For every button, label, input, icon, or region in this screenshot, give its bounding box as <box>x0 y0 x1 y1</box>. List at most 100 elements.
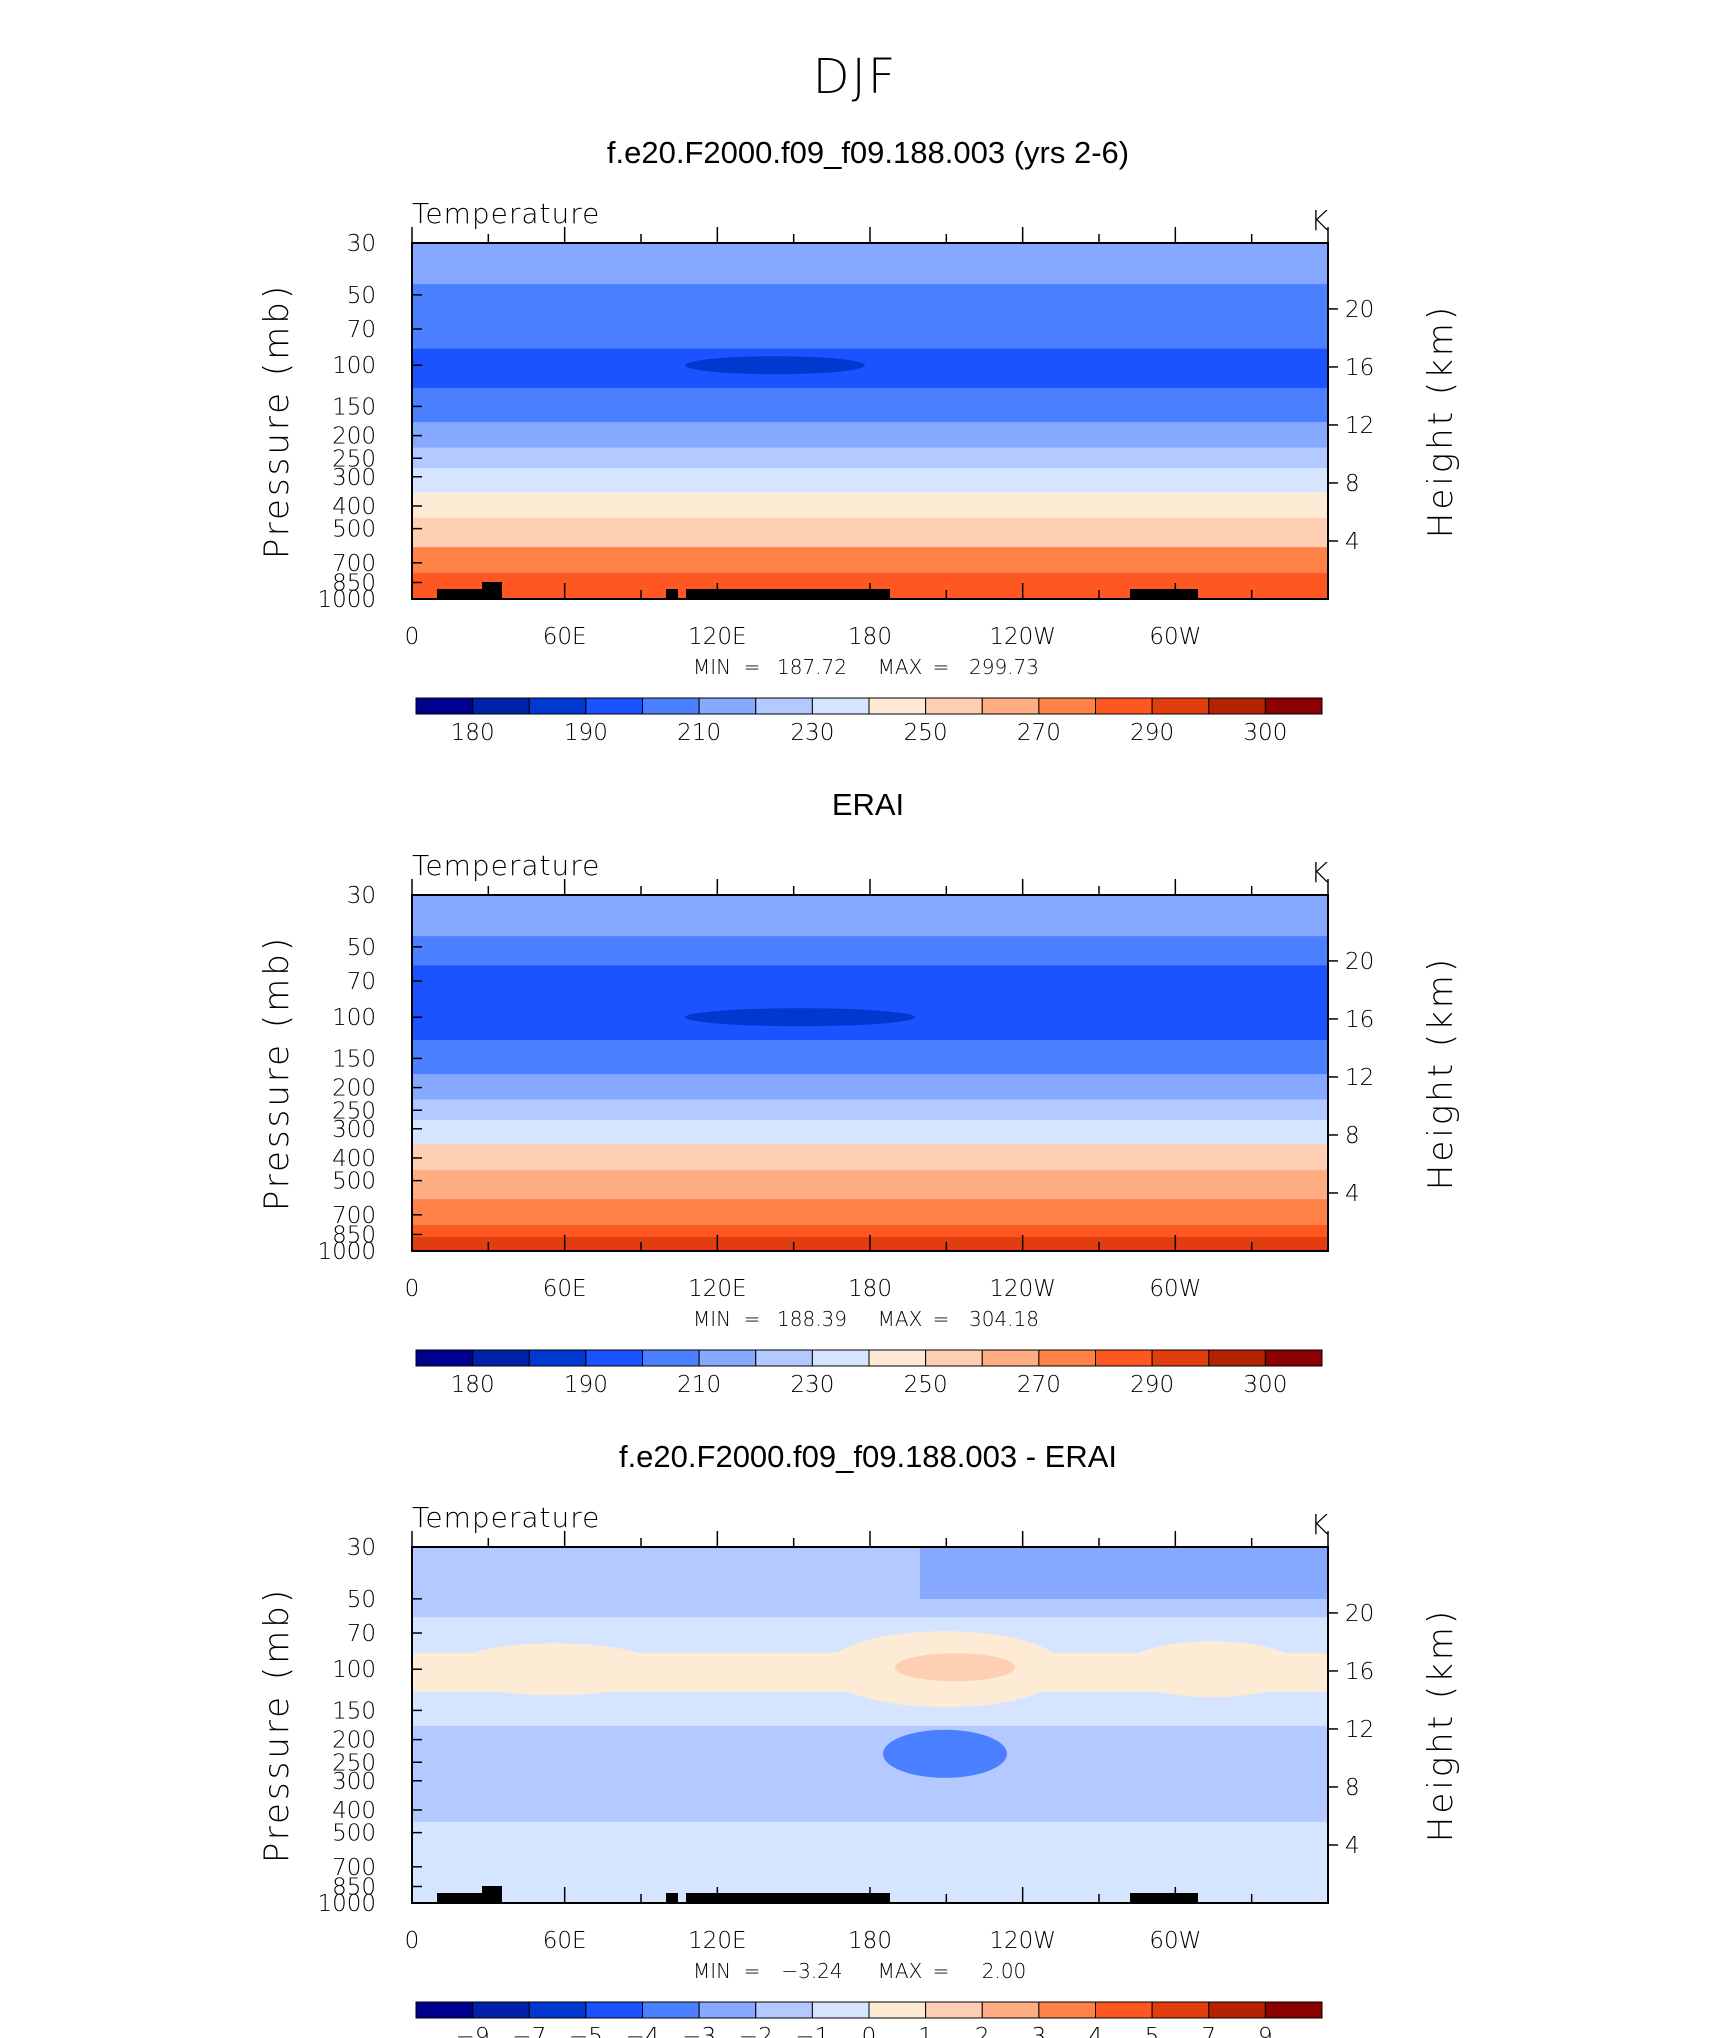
stat-equals: = <box>744 1307 761 1331</box>
y-tick-label: 1000 <box>317 1891 376 1917</box>
contour-band <box>412 447 1328 469</box>
cold-tropopause-core <box>685 1008 915 1027</box>
colorbar-swatch <box>642 697 700 715</box>
x-tick-label: 60E <box>543 1276 587 1302</box>
y-tick-label: 500 <box>332 517 376 543</box>
colorbar-label: 190 <box>564 1372 608 1398</box>
colorbar-swatch <box>585 1349 643 1367</box>
y2-axis-title: Height (km) <box>1421 956 1461 1190</box>
y-tick-label: 250 <box>332 446 376 472</box>
colorbar-swatch <box>528 697 587 715</box>
colorbar-swatch <box>1264 697 1323 715</box>
topography <box>482 1886 502 1903</box>
contour-band <box>412 1851 1328 1879</box>
topography <box>1130 589 1198 599</box>
stat-min-value: 187.72 <box>777 655 847 679</box>
y-tick-label: 850 <box>332 1875 376 1901</box>
colorbar-swatch <box>1095 2001 1153 2019</box>
colorbar-swatch <box>1038 697 1096 715</box>
contour-band <box>412 965 1328 1002</box>
y-tick-label: 700 <box>332 1203 376 1229</box>
colorbar-swatch <box>585 2001 643 2019</box>
contour-band <box>412 1877 1328 1897</box>
contour-band <box>412 1821 1328 1853</box>
y2-tick-label: 8 <box>1345 1775 1360 1801</box>
y-tick-label: 400 <box>332 1798 376 1824</box>
colorbar-swatch <box>925 2001 983 2019</box>
colorbar-swatch <box>1264 1349 1323 1367</box>
colorbar-swatch <box>811 697 870 715</box>
units-label: K <box>1310 204 1329 237</box>
colorbar-swatch <box>755 697 813 715</box>
colorbar-swatch <box>1038 2001 1096 2019</box>
variable-label: Temperature <box>412 197 600 230</box>
colorbar-label: 3 <box>1032 2024 1047 2038</box>
variable-label: Temperature <box>412 849 600 882</box>
topography <box>666 589 678 599</box>
x-tick-label: 120E <box>688 1276 746 1302</box>
x-tick-label: 120W <box>989 624 1056 650</box>
colorbar-swatch <box>1151 2001 1210 2019</box>
contour-band <box>412 387 1328 424</box>
y-axis-title: Pressure (mb) <box>257 935 297 1211</box>
colorbar-swatch <box>981 697 1040 715</box>
colorbar-label: −4 <box>626 2024 660 2038</box>
y2-tick-label: 8 <box>1345 471 1360 497</box>
colorbar-swatch <box>415 697 474 715</box>
y-tick-label: 850 <box>332 1223 376 1249</box>
colorbar-label: 300 <box>1243 1372 1287 1398</box>
contour-band <box>412 1726 1328 1764</box>
y2-axis-title: Height (km) <box>1421 1608 1461 1842</box>
colorbar-swatch <box>1208 2001 1266 2019</box>
x-tick-label: 0 <box>405 624 420 650</box>
chart-panel-1: f.e20.F2000.f09_f09.188.003 (yrs 2-6)Tem… <box>257 135 1461 746</box>
stat-max-label: MAX <box>878 1307 923 1331</box>
colorbar-swatch <box>811 2001 870 2019</box>
y2-tick-label: 8 <box>1345 1123 1360 1149</box>
y-tick-label: 70 <box>347 317 376 343</box>
contour-band <box>412 258 1328 286</box>
stat-equals: = <box>744 1959 761 1983</box>
contour-band <box>412 1199 1328 1227</box>
y-tick-label: 50 <box>347 935 376 961</box>
x-tick-label: 60W <box>1149 1928 1201 1954</box>
colorbar-swatch <box>698 1349 757 1367</box>
stat-min-label: MIN <box>693 1959 731 1983</box>
colorbar-label: 190 <box>564 720 608 746</box>
colorbar-label: 270 <box>1017 720 1061 746</box>
x-tick-label: 0 <box>405 1276 420 1302</box>
colorbar-swatch <box>868 697 927 715</box>
y-tick-label: 300 <box>332 1769 376 1795</box>
y2-tick-label: 16 <box>1345 355 1374 381</box>
colorbar-label: −3 <box>682 2024 716 2038</box>
x-tick-label: 120W <box>989 1276 1056 1302</box>
colorbar-swatch <box>642 2001 700 2019</box>
y2-tick-label: 4 <box>1345 1181 1360 1207</box>
contour-band <box>412 243 1328 260</box>
colorbar-label: −7 <box>512 2024 546 2038</box>
contour-band <box>412 547 1328 575</box>
colorbar-swatch <box>868 1349 927 1367</box>
colorbar-swatch <box>415 1349 474 1367</box>
stat-min-value: −3.24 <box>781 1959 842 1983</box>
x-tick-label: 120E <box>688 1928 746 1954</box>
y-tick-label: 200 <box>332 1076 376 1102</box>
y-tick-label: 850 <box>332 571 376 597</box>
contour-band <box>412 1119 1328 1146</box>
colorbar-label: −9 <box>456 2024 490 2038</box>
colorbar-swatch <box>472 2001 530 2019</box>
warm-anomaly <box>1122 1641 1302 1698</box>
stat-max-label: MAX <box>878 1959 923 1983</box>
colorbar-swatch <box>755 1349 813 1367</box>
y-tick-label: 700 <box>332 551 376 577</box>
colorbar-swatch <box>528 1349 587 1367</box>
y2-tick-label: 20 <box>1345 297 1374 323</box>
warm-anomaly <box>447 1643 663 1696</box>
y-tick-label: 100 <box>332 1657 376 1683</box>
x-tick-label: 60E <box>543 624 587 650</box>
topography <box>686 589 890 599</box>
colorbar-swatch <box>981 2001 1040 2019</box>
colorbar-swatch <box>472 697 530 715</box>
